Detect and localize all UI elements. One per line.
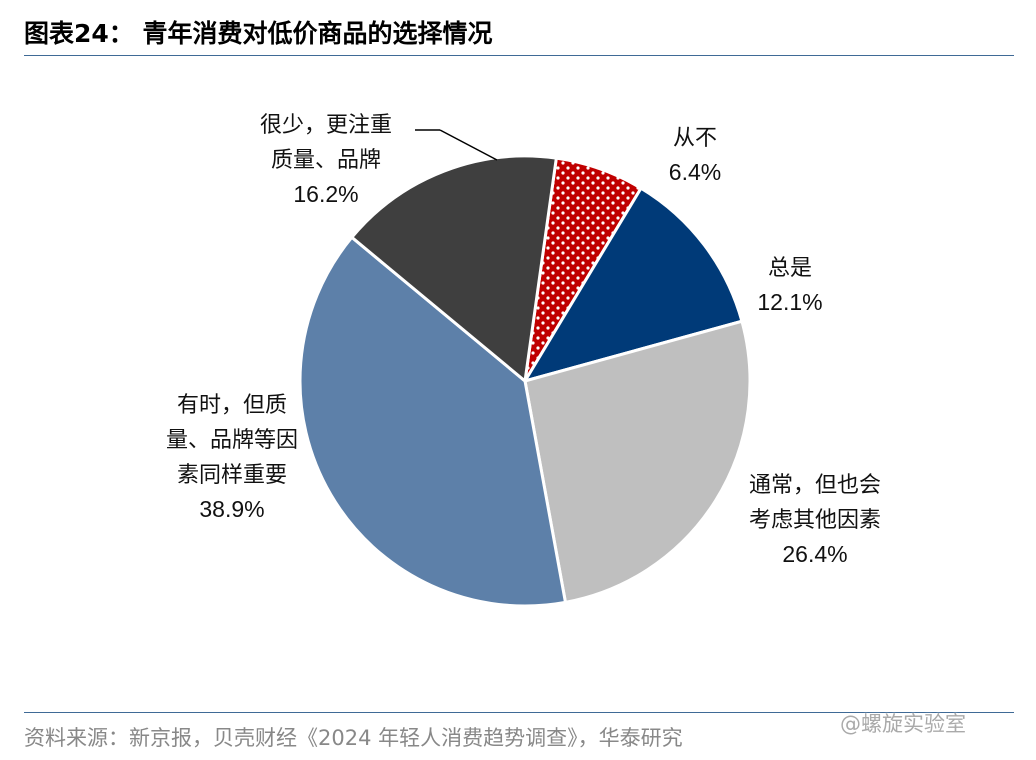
slice-label-rarely-line-1: 很少，更注重 bbox=[260, 113, 392, 138]
slice-label-sometimes-line-1: 有时，但质 bbox=[177, 393, 287, 418]
footer-divider bbox=[24, 712, 1014, 713]
slice-label-rarely-line-2: 质量、品牌 bbox=[271, 148, 381, 173]
slice-label-usually-line-2: 考虑其他因素 bbox=[749, 508, 881, 533]
slice-value-sometimes: 38.9% bbox=[199, 496, 264, 522]
slice-value-never: 6.4% bbox=[669, 159, 721, 185]
slice-label-always-line-1: 总是 bbox=[768, 256, 812, 281]
slice-label-never-line-1: 从不 bbox=[673, 126, 717, 151]
leader-line-rarely-diag bbox=[439, 129, 498, 161]
pie-slice-always bbox=[521, 186, 744, 384]
slice-label-usually-line-1: 通常，但也会 bbox=[749, 473, 881, 498]
pie-slice-rarely bbox=[349, 154, 559, 384]
slice-label-sometimes-line-2: 量、品牌等因 bbox=[166, 428, 298, 453]
slice-value-usually: 26.4% bbox=[782, 541, 847, 567]
pie-slice-usually bbox=[523, 319, 752, 605]
source-note: 资料来源：新京报，贝壳财经《2024 年轻人消费趋势调查》，华泰研究 bbox=[24, 726, 683, 750]
pie-slice-sometimes bbox=[298, 235, 568, 608]
slice-label-sometimes-line-3: 素同样重要 bbox=[177, 463, 287, 488]
title-divider bbox=[24, 55, 1014, 56]
slice-value-rarely: 16.2% bbox=[293, 181, 358, 207]
chart-title: 图表24： 青年消费对低价商品的选择情况 bbox=[24, 19, 493, 48]
slice-value-always: 12.1% bbox=[757, 289, 822, 315]
watermark: @螺旋实验室 bbox=[840, 712, 966, 736]
